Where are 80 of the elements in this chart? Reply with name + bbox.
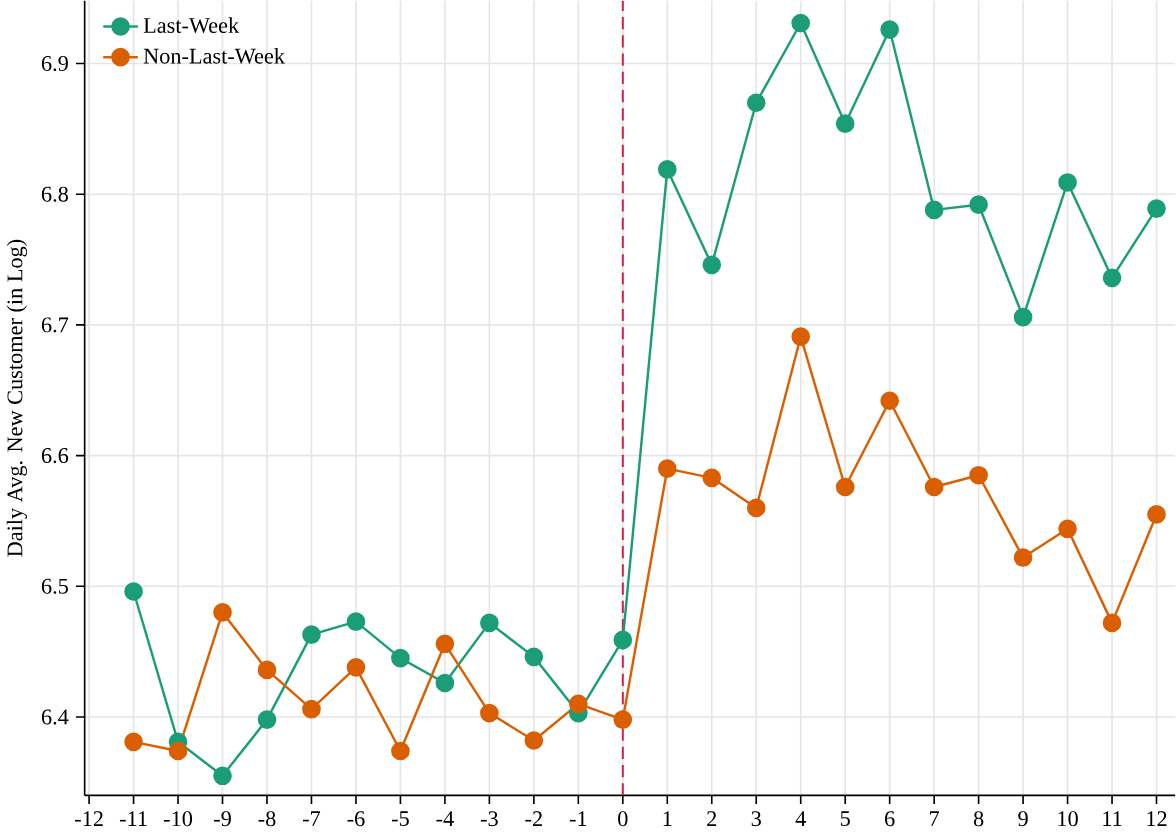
point	[880, 20, 899, 39]
x-tick-label: 12	[1147, 811, 1167, 826]
point	[1102, 268, 1122, 288]
point	[969, 465, 988, 485]
point	[924, 477, 944, 497]
point	[302, 699, 321, 719]
x-tick-label: -12	[75, 811, 103, 826]
x-tick-label: 0	[618, 811, 628, 827]
x-tick-label: 2	[707, 811, 717, 826]
point	[746, 498, 766, 518]
point	[702, 468, 722, 488]
point	[880, 391, 899, 411]
point	[391, 741, 410, 761]
point	[302, 625, 321, 644]
x-tick-label: -4	[436, 811, 454, 826]
point	[480, 703, 499, 723]
point	[213, 603, 232, 622]
x-tick-label: 1	[663, 811, 672, 826]
x-tick-label: -10	[164, 811, 193, 827]
point	[1013, 307, 1033, 327]
point	[524, 731, 544, 750]
point	[791, 327, 811, 347]
point	[1013, 548, 1033, 567]
point	[969, 195, 988, 215]
point	[480, 613, 499, 633]
point	[168, 741, 188, 761]
point	[257, 660, 277, 680]
y-tick-label: 6.7	[41, 317, 69, 333]
point	[924, 200, 944, 220]
point	[569, 694, 588, 714]
point	[613, 710, 633, 729]
point	[346, 612, 366, 631]
x-tick-label: -7	[303, 811, 321, 826]
legend-label: Non-Last-Week	[143, 47, 285, 64]
point	[791, 13, 811, 33]
point	[346, 658, 366, 677]
y-tick-label: 6.8	[41, 186, 68, 202]
x-tick-label: 10	[1058, 811, 1078, 827]
y-tick-label: 6.5	[41, 578, 68, 594]
point	[435, 673, 455, 693]
x-tick-label: -5	[391, 811, 409, 827]
y-axis-title: Daily Avg. New Customer (in Log)	[6, 239, 28, 557]
x-tick-label: 6	[885, 811, 895, 827]
x-tick-label: -11	[119, 811, 147, 826]
point	[257, 710, 277, 729]
point	[746, 93, 766, 113]
point	[1147, 199, 1166, 218]
point	[702, 255, 722, 275]
y-tick-label: 6.4	[41, 709, 69, 725]
point	[1058, 173, 1077, 192]
x-tick-label: 11	[1103, 811, 1122, 826]
y-tick-label: 6.9	[41, 56, 68, 72]
x-tick-label: -9	[214, 811, 231, 827]
point	[1058, 519, 1077, 539]
x-tick-label: -6	[347, 811, 365, 827]
x-tick-label: 7	[930, 811, 940, 826]
y-tick-label: 6.6	[41, 448, 69, 464]
point	[657, 160, 677, 179]
point	[1102, 613, 1122, 633]
x-tick-label: -3	[480, 811, 498, 827]
point	[213, 766, 232, 786]
x-tick-label: -2	[525, 811, 542, 826]
point	[524, 647, 544, 667]
x-tick-label: 9	[1018, 811, 1028, 827]
point	[124, 582, 143, 601]
point	[391, 648, 410, 668]
point	[124, 732, 143, 752]
x-tick-label: 8	[973, 811, 984, 827]
point	[657, 459, 677, 479]
point	[835, 114, 855, 133]
x-tick-label: -8	[258, 811, 276, 827]
x-tick-label: -1	[569, 811, 587, 826]
legend-label: Last-Week	[143, 17, 240, 34]
point	[435, 634, 455, 654]
x-tick-label: 5	[840, 811, 850, 827]
point	[1147, 505, 1166, 524]
x-tick-label: 3	[751, 811, 761, 827]
x-tick-label: 4	[795, 811, 806, 826]
point	[613, 630, 633, 650]
point	[835, 477, 855, 497]
